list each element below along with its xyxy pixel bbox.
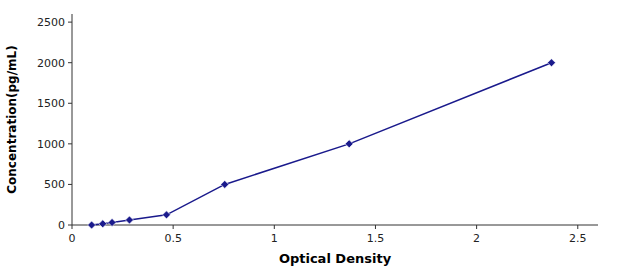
y-tick-label: 1000 bbox=[37, 138, 65, 151]
data-point bbox=[221, 180, 229, 188]
x-tick-label: 0 bbox=[69, 232, 76, 245]
data-line bbox=[92, 63, 552, 225]
y-tick-label: 1500 bbox=[37, 97, 65, 110]
x-tick bbox=[72, 225, 73, 229]
x-tick-label: 2 bbox=[473, 232, 480, 245]
x-tick-label: 2.5 bbox=[569, 232, 587, 245]
x-tick bbox=[577, 225, 578, 229]
chart-container: 0 0.5 1 1.5 2 2.5 0 500 1000 1500 2000 2500 Optical … bbox=[0, 0, 618, 271]
y-tick bbox=[68, 184, 72, 185]
data-point bbox=[88, 221, 96, 229]
x-tick bbox=[274, 225, 275, 229]
y-tick-label: 500 bbox=[44, 178, 65, 191]
plot-area bbox=[88, 59, 556, 229]
y-axis-label: Concentration(pg/mL) bbox=[5, 45, 19, 193]
y-tick-label: 2000 bbox=[37, 57, 65, 70]
x-tick bbox=[476, 225, 477, 229]
x-tick bbox=[375, 225, 376, 229]
chart-svg: 0 0.5 1 1.5 2 2.5 0 500 1000 1500 2000 2500 Optical … bbox=[0, 0, 618, 271]
y-tick-label: 2500 bbox=[37, 16, 65, 29]
y-tick bbox=[68, 62, 72, 63]
y-axis-line bbox=[72, 14, 73, 225]
y-tick bbox=[68, 103, 72, 104]
x-tick-label: 1.5 bbox=[367, 232, 385, 245]
data-point bbox=[162, 211, 170, 219]
x-axis-label: Optical Density bbox=[279, 251, 392, 266]
y-tick bbox=[68, 143, 72, 144]
x-tick bbox=[173, 225, 174, 229]
y-tick bbox=[68, 225, 72, 226]
y-tick-label: 0 bbox=[58, 219, 65, 232]
x-tick-label: 1 bbox=[271, 232, 278, 245]
y-tick bbox=[68, 22, 72, 23]
x-axis-line bbox=[72, 225, 598, 226]
data-point bbox=[125, 216, 133, 224]
data-point bbox=[99, 220, 107, 228]
data-point bbox=[547, 59, 555, 67]
x-tick-label: 0.5 bbox=[164, 232, 182, 245]
data-point bbox=[345, 140, 353, 148]
data-point bbox=[108, 218, 116, 226]
